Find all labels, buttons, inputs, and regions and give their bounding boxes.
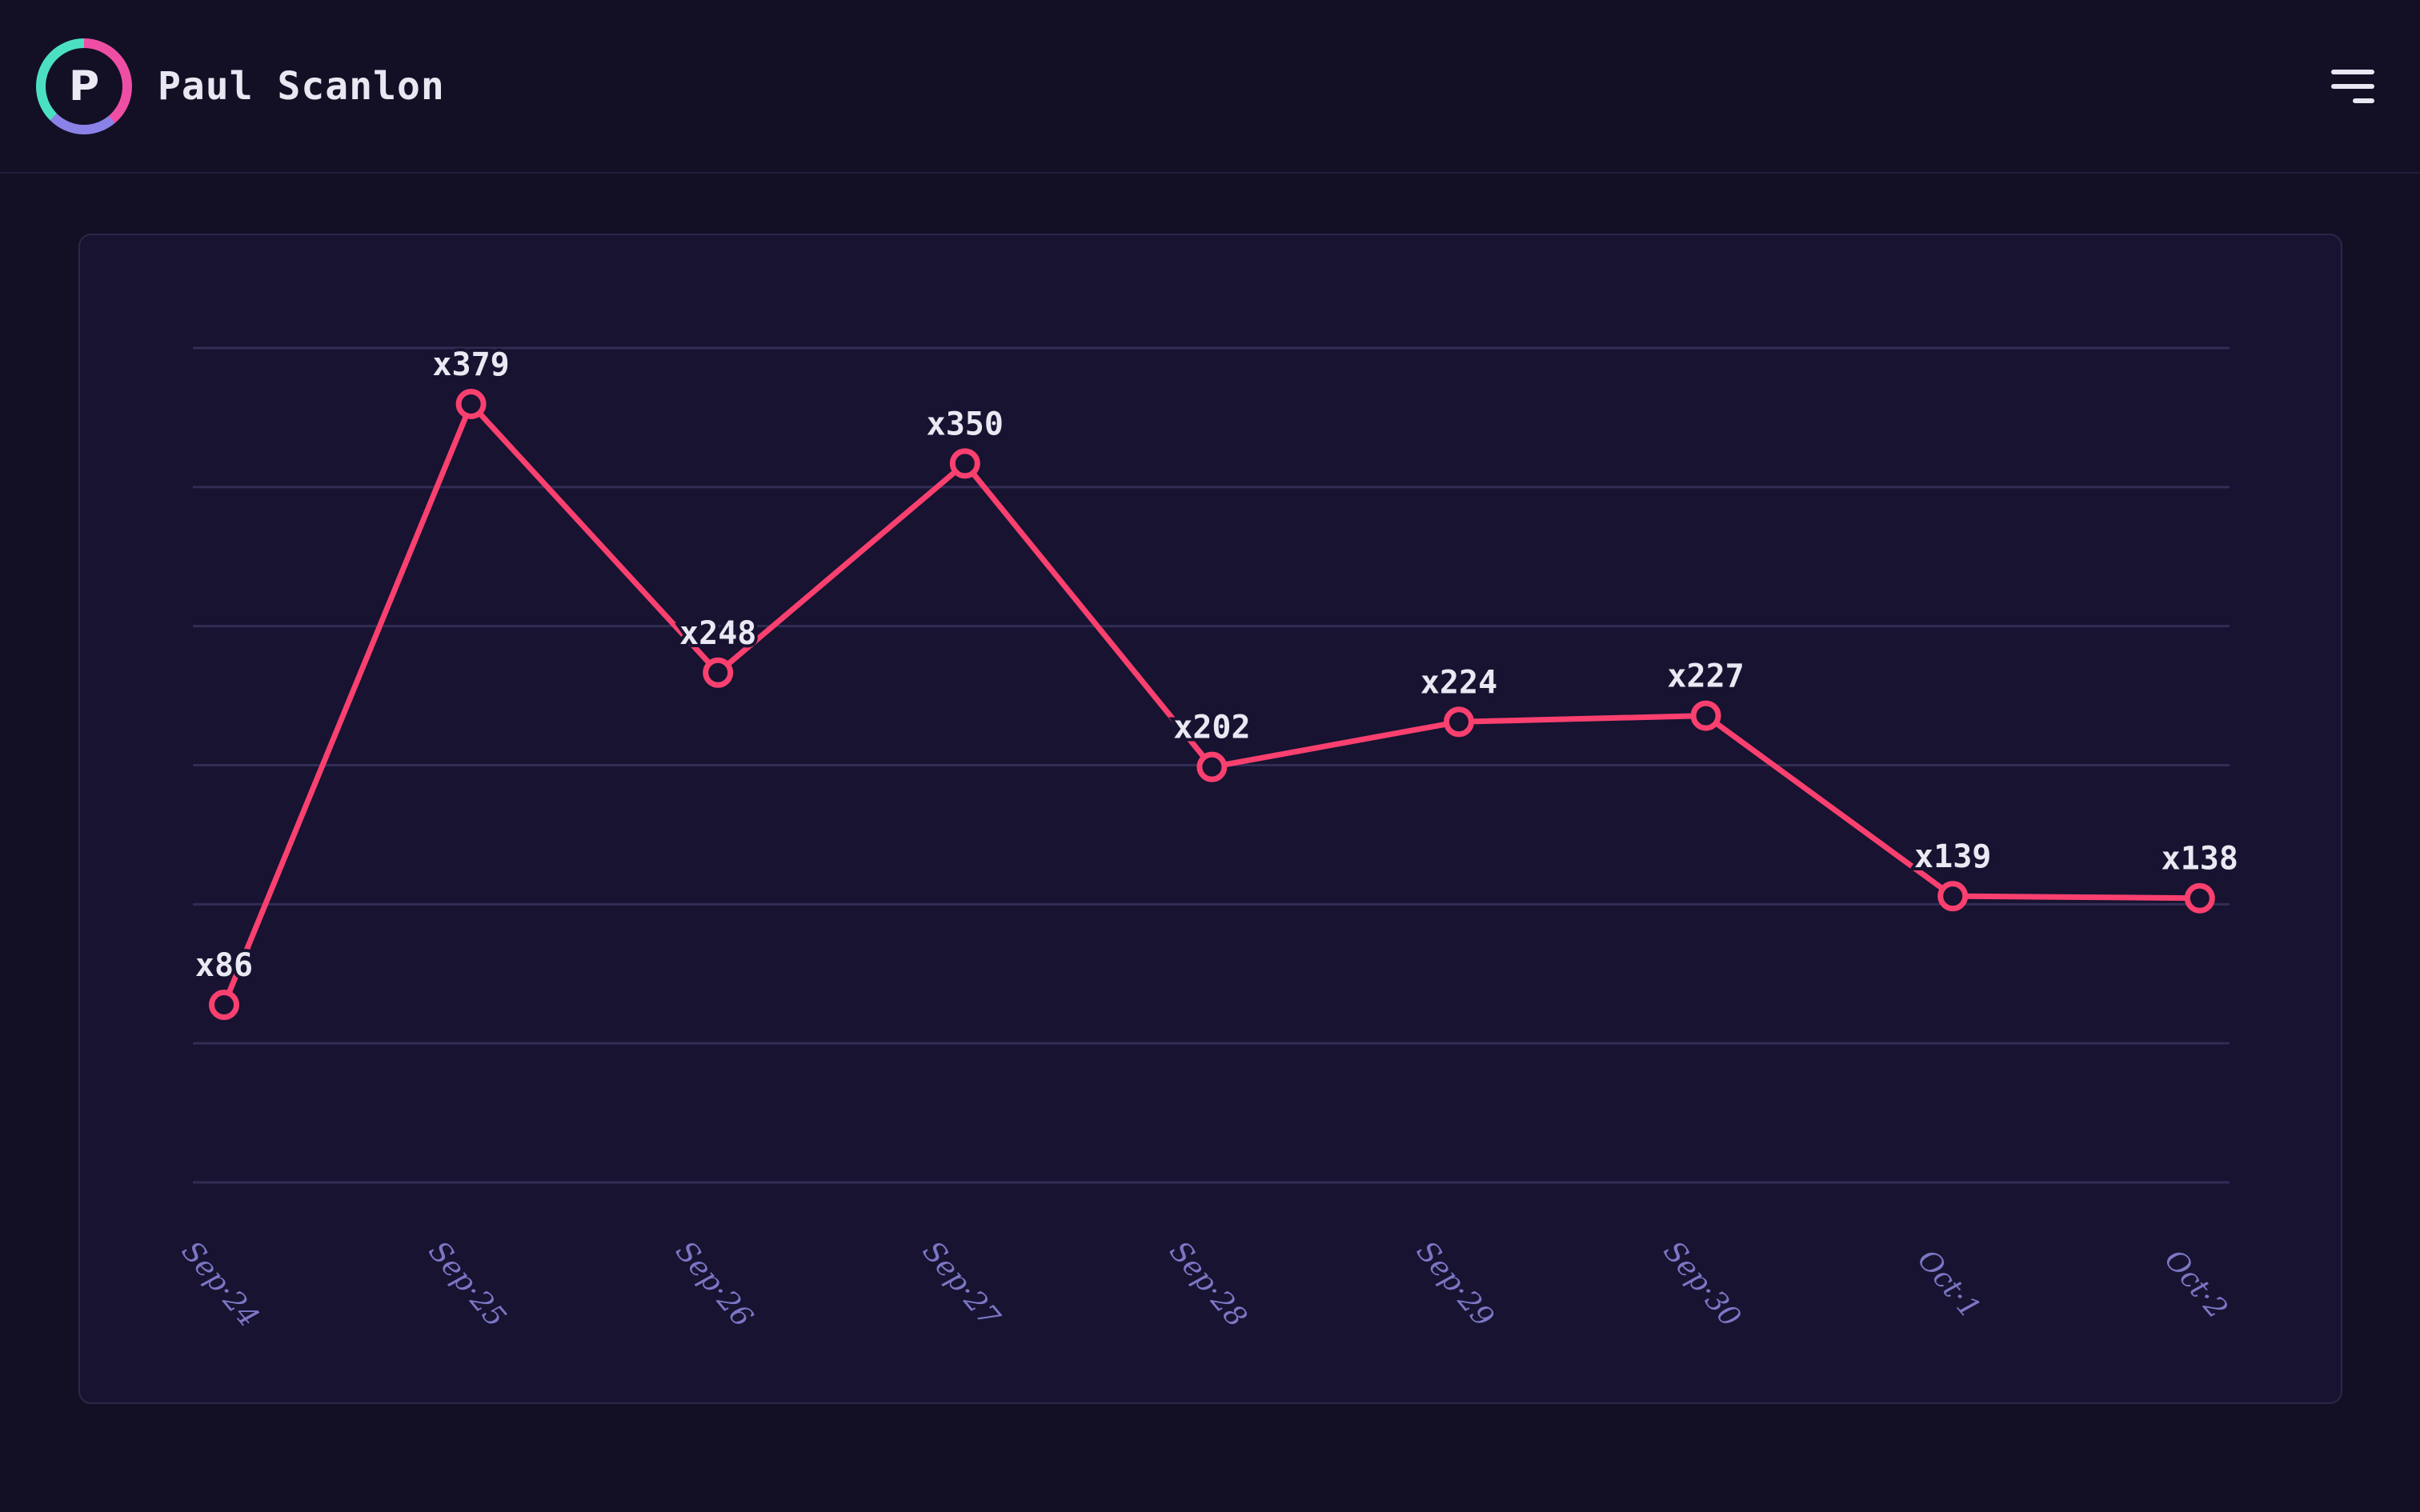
avatar-initial: P [68,62,100,110]
chart-card: x86 Sep·24 x379 Sep·25 x248 Sep·26 x350 Sep·27 x… [78,234,2342,1404]
x-axis-label: Oct·1 [1911,1243,1987,1325]
menu-bar-bottom [2353,98,2374,103]
data-point[interactable] [1196,751,1228,782]
x-axis-label: Sep·25 [422,1235,512,1334]
x-axis-label: Oct·2 [2158,1243,2234,1325]
data-point[interactable] [1444,706,1474,738]
data-point[interactable] [1937,881,1969,912]
data-point[interactable] [455,389,487,419]
data-point-label: x350 [927,406,1004,442]
x-axis-label: Sep·30 [1657,1235,1747,1334]
data-point-label: x202 [1173,710,1250,746]
data-point[interactable] [209,990,239,1020]
data-point-label: x227 [1667,658,1744,695]
data-point[interactable] [1690,700,1721,731]
data-point-label: x86 [195,947,253,984]
data-point[interactable] [2184,882,2215,914]
series-line [221,401,2203,1008]
menu-bar-top [2331,69,2374,74]
hamburger-menu-icon[interactable] [2331,69,2374,103]
header: P Paul Scanlon [0,0,2420,174]
menu-bar-middle [2331,83,2374,89]
data-point-label: x138 [2162,841,2238,878]
data-point-label: x379 [432,346,509,383]
x-axis-label: Sep·27 [916,1235,1006,1334]
x-axis-label: Sep·28 [1163,1235,1253,1334]
avatar-inner-circle: P [46,47,122,125]
data-point-label: x248 [679,615,756,652]
x-axis-label: Sep·29 [1410,1235,1500,1334]
user-name: Paul Scanlon [158,63,445,109]
data-point-label: x224 [1420,664,1497,701]
data-point[interactable] [703,657,734,688]
x-axis-label: Sep·24 [175,1235,266,1334]
data-point-label: x139 [1914,838,1991,875]
data-point[interactable] [949,448,980,479]
x-axis-label: Sep·26 [669,1235,759,1334]
user-avatar[interactable]: P [36,38,132,134]
line-chart: x86 Sep·24 x379 Sep·25 x248 Sep·26 x350 Sep·27 x… [175,343,2242,1334]
